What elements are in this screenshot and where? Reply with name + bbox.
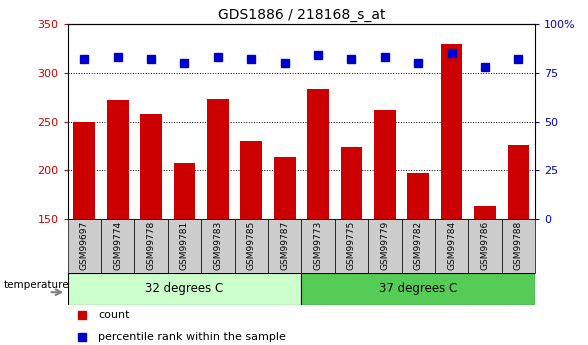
Bar bbox=[141, 114, 162, 219]
FancyBboxPatch shape bbox=[268, 219, 302, 273]
FancyBboxPatch shape bbox=[235, 219, 268, 273]
FancyBboxPatch shape bbox=[68, 219, 101, 273]
Text: GSM99783: GSM99783 bbox=[213, 221, 222, 270]
Bar bbox=[240, 141, 262, 219]
Text: 37 degrees C: 37 degrees C bbox=[379, 283, 457, 295]
Text: count: count bbox=[98, 310, 129, 321]
Text: GSM99697: GSM99697 bbox=[80, 221, 89, 270]
Text: GSM99785: GSM99785 bbox=[247, 221, 256, 270]
Bar bbox=[107, 100, 129, 219]
Bar bbox=[307, 89, 329, 219]
FancyBboxPatch shape bbox=[201, 219, 235, 273]
Text: GSM99778: GSM99778 bbox=[146, 221, 156, 270]
Bar bbox=[474, 206, 496, 219]
FancyBboxPatch shape bbox=[468, 219, 502, 273]
Bar bbox=[274, 157, 296, 219]
FancyBboxPatch shape bbox=[135, 219, 168, 273]
FancyBboxPatch shape bbox=[302, 273, 535, 305]
Bar bbox=[407, 173, 429, 219]
Bar bbox=[374, 110, 396, 219]
Title: GDS1886 / 218168_s_at: GDS1886 / 218168_s_at bbox=[218, 8, 385, 22]
Bar bbox=[207, 99, 229, 219]
Text: GSM99788: GSM99788 bbox=[514, 221, 523, 270]
FancyBboxPatch shape bbox=[68, 273, 302, 305]
Bar bbox=[340, 147, 362, 219]
FancyBboxPatch shape bbox=[402, 219, 435, 273]
FancyBboxPatch shape bbox=[435, 219, 468, 273]
Text: GSM99787: GSM99787 bbox=[280, 221, 289, 270]
Text: GSM99774: GSM99774 bbox=[113, 221, 122, 270]
FancyBboxPatch shape bbox=[335, 219, 368, 273]
Bar bbox=[441, 44, 462, 219]
Text: GSM99773: GSM99773 bbox=[313, 221, 323, 270]
FancyBboxPatch shape bbox=[302, 219, 335, 273]
Bar bbox=[507, 145, 529, 219]
Text: GSM99784: GSM99784 bbox=[447, 221, 456, 270]
Text: percentile rank within the sample: percentile rank within the sample bbox=[98, 332, 286, 342]
FancyBboxPatch shape bbox=[368, 219, 402, 273]
Text: GSM99775: GSM99775 bbox=[347, 221, 356, 270]
Text: GSM99782: GSM99782 bbox=[414, 221, 423, 270]
Text: 32 degrees C: 32 degrees C bbox=[145, 283, 223, 295]
FancyBboxPatch shape bbox=[168, 219, 201, 273]
Text: GSM99781: GSM99781 bbox=[180, 221, 189, 270]
Text: GSM99779: GSM99779 bbox=[380, 221, 389, 270]
Bar bbox=[173, 162, 195, 219]
FancyBboxPatch shape bbox=[502, 219, 535, 273]
Bar bbox=[74, 122, 95, 219]
Text: temperature: temperature bbox=[4, 280, 69, 290]
FancyBboxPatch shape bbox=[101, 219, 135, 273]
Text: GSM99786: GSM99786 bbox=[480, 221, 489, 270]
